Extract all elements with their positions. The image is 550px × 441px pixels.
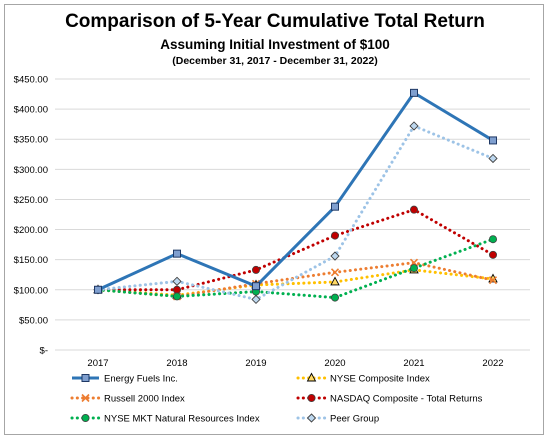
legend-item-energy-fuels-inc: Energy Fuels Inc. xyxy=(72,374,178,385)
legend-label: NASDAQ Composite - Total Returns xyxy=(330,394,483,405)
data-point-energy-fuels-inc xyxy=(94,285,102,294)
legend-item-nasdaq-composite-total-returns: NASDAQ Composite - Total Returns xyxy=(296,393,483,405)
data-point-nyse-composite-index xyxy=(330,276,340,286)
legend-label: NYSE Composite Index xyxy=(330,374,430,385)
data-point-peer-group xyxy=(172,276,182,286)
y-tick-label: $50.00 xyxy=(19,315,48,326)
data-point-nasdaq-composite-total-returns xyxy=(488,250,497,259)
series-energy-fuels-inc xyxy=(94,88,497,294)
x-tick-label: 2018 xyxy=(166,358,187,369)
legend-marker xyxy=(81,374,90,382)
legend-label: Peer Group xyxy=(330,414,379,425)
data-point-energy-fuels-inc xyxy=(410,88,418,97)
series-line-peer-group xyxy=(96,124,495,301)
series-nasdaq-composite-total-returns xyxy=(94,205,497,294)
data-point-peer-group xyxy=(330,251,340,261)
legend-label: NYSE MKT Natural Resources Index xyxy=(104,414,260,425)
data-point-russell-2000-index xyxy=(330,268,340,277)
series-line-nasdaq-composite-total-returns xyxy=(96,208,495,292)
legend-marker xyxy=(306,413,317,423)
y-tick-label: $150.00 xyxy=(14,255,48,266)
chart-date-range: (December 31, 2017 - December 31, 2022) xyxy=(172,55,378,67)
series-line-russell-2000-index xyxy=(96,261,495,298)
legend-item-peer-group: Peer Group xyxy=(296,413,379,425)
series-nyse-composite-index xyxy=(93,264,498,299)
series-peer-group xyxy=(93,121,498,305)
series-line-energy-fuels-inc xyxy=(97,91,494,292)
y-tick-label: $100.00 xyxy=(14,285,48,296)
axes: $- $50.00 $100.00 $150.00 $200.00 $250.00 $300… xyxy=(14,75,504,370)
data-point-energy-fuels-inc xyxy=(252,282,260,291)
legend-label: Energy Fuels Inc. xyxy=(104,374,178,385)
data-point-peer-group xyxy=(409,121,419,131)
x-tick-label: 2022 xyxy=(482,358,503,369)
x-tick-label: 2017 xyxy=(87,358,108,369)
y-tick-label: $250.00 xyxy=(14,195,48,206)
data-point-nyse-mkt-natural-resources-index xyxy=(172,292,181,301)
legend-marker xyxy=(307,393,316,402)
legend-marker xyxy=(306,372,317,382)
data-point-nyse-mkt-natural-resources-index xyxy=(330,293,339,302)
data-point-energy-fuels-inc xyxy=(331,202,339,211)
data-point-peer-group xyxy=(488,153,498,164)
y-tick-label: $400.00 xyxy=(14,105,48,116)
chart-subtitle: Assuming Initial Investment of $100 xyxy=(160,37,390,52)
data-point-nasdaq-composite-total-returns xyxy=(409,205,418,214)
legend-item-russell-2000-index: Russell 2000 Index xyxy=(70,393,185,405)
y-tick-label: $- xyxy=(40,346,48,357)
legend: Energy Fuels Inc. NYSE Composite Index Rus… xyxy=(70,372,483,425)
x-tick-label: 2020 xyxy=(324,358,345,369)
data-point-russell-2000-index xyxy=(488,276,498,285)
grid-lines xyxy=(55,78,530,351)
legend-marker xyxy=(81,393,90,403)
data-point-nasdaq-composite-total-returns xyxy=(172,285,181,294)
y-tick-label: $450.00 xyxy=(14,75,48,86)
data-point-nyse-mkt-natural-resources-index xyxy=(409,264,418,273)
data-point-nyse-mkt-natural-resources-index xyxy=(488,235,497,244)
series-line-nyse-composite-index xyxy=(96,268,495,297)
y-tick-label: $300.00 xyxy=(14,165,48,176)
y-tick-label: $350.00 xyxy=(14,135,48,146)
data-point-peer-group xyxy=(251,294,261,305)
legend-item-nyse-mkt-natural-resources-index: NYSE MKT Natural Resources Index xyxy=(70,413,260,425)
series-lines xyxy=(93,88,498,305)
data-point-nasdaq-composite-total-returns xyxy=(330,231,339,240)
legend-item-nyse-composite-index: NYSE Composite Index xyxy=(296,372,430,385)
legend-marker xyxy=(81,413,90,422)
chart-frame xyxy=(4,4,544,435)
x-tick-label: 2021 xyxy=(403,358,424,369)
legend-label: Russell 2000 Index xyxy=(104,394,185,405)
data-point-nasdaq-composite-total-returns xyxy=(251,265,260,274)
x-tick-label: 2019 xyxy=(245,358,266,369)
data-point-energy-fuels-inc xyxy=(173,249,181,258)
data-point-energy-fuels-inc xyxy=(489,136,497,145)
y-tick-label: $200.00 xyxy=(14,225,48,236)
chart-title: Comparison of 5-Year Cumulative Total Re… xyxy=(65,11,485,32)
